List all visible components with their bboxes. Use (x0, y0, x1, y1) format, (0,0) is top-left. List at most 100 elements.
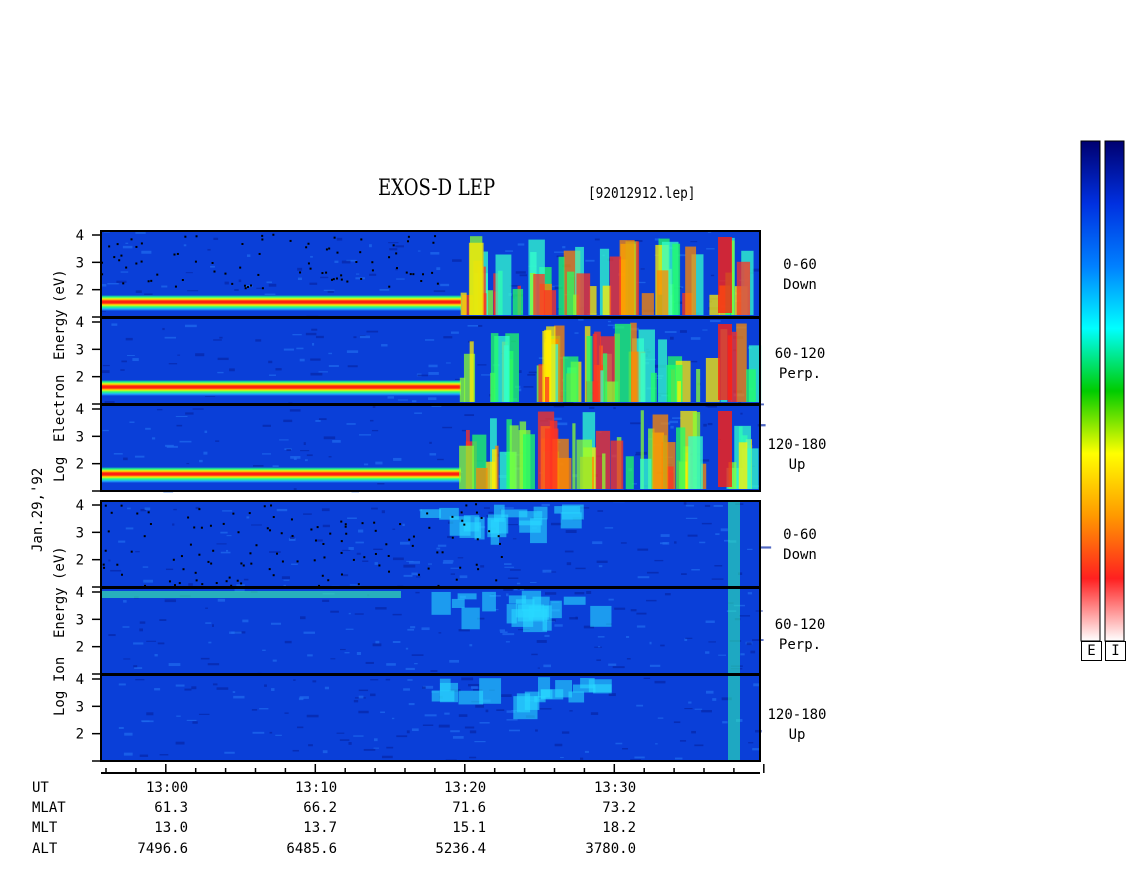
noise-pixel (713, 504, 723, 507)
noise-pixel (578, 318, 584, 321)
noise-pixel (457, 557, 464, 559)
dropout-pixel (480, 516, 483, 519)
y-tick-label: 2 (76, 727, 84, 743)
noise-pixel (569, 617, 579, 620)
dropout-pixel (272, 233, 275, 236)
noise-pixel (447, 535, 452, 539)
burst-streak (459, 445, 474, 489)
noise-pixel (270, 622, 282, 625)
alt-value: 3780.0 (585, 841, 636, 857)
noise-pixel (411, 400, 417, 403)
noise-pixel (583, 625, 595, 629)
dropout-pixel (101, 273, 104, 276)
burst-streak (614, 323, 632, 402)
burst-streak (576, 273, 591, 315)
noise-pixel (464, 726, 475, 729)
noise-pixel (300, 616, 306, 620)
ion-patch (528, 605, 549, 620)
noise-pixel (232, 691, 236, 693)
noise-pixel (554, 743, 563, 747)
noise-pixel (422, 724, 434, 726)
noise-pixel (721, 697, 732, 701)
noise-pixel (438, 632, 442, 634)
dropout-pixel (101, 261, 104, 264)
panel-direction: Down (783, 277, 817, 293)
ion-patch (439, 507, 459, 520)
spectrogram-panel (101, 588, 760, 674)
noise-pixel (102, 284, 107, 287)
noise-pixel (217, 357, 229, 361)
noise-pixel (411, 572, 418, 576)
dropout-pixel (272, 516, 275, 519)
dropout-pixel (498, 542, 501, 545)
noise-pixel (759, 546, 772, 549)
noise-pixel (580, 757, 584, 760)
noise-pixel (563, 402, 574, 404)
noise-pixel (694, 744, 704, 747)
noise-pixel (363, 748, 376, 751)
burst-streak (718, 324, 732, 400)
noise-pixel (518, 370, 522, 373)
noise-pixel (125, 527, 134, 530)
noise-pixel (192, 408, 204, 410)
noise-pixel (707, 405, 717, 408)
noise-pixel (300, 450, 310, 452)
noise-pixel (191, 686, 197, 690)
noise-pixel (175, 684, 185, 687)
noise-pixel (450, 730, 460, 733)
burst-streak (609, 256, 622, 315)
noise-pixel (369, 273, 377, 276)
noise-pixel (168, 363, 178, 365)
burst-streak (558, 256, 565, 315)
noise-pixel (251, 524, 262, 526)
noise-pixel (154, 688, 161, 691)
dropout-pixel (263, 505, 266, 508)
noise-pixel (477, 364, 487, 366)
dropout-pixel (116, 243, 119, 246)
noise-pixel (592, 541, 603, 545)
ion-patch (101, 591, 401, 598)
noise-pixel (292, 749, 299, 752)
dropout-pixel (455, 578, 458, 581)
panel-label-ion-perp: 60-120 Perp. (765, 615, 835, 655)
dropout-pixel (243, 284, 246, 287)
dropout-pixel (426, 512, 429, 515)
noise-pixel (309, 282, 318, 285)
noise-pixel (299, 696, 309, 699)
dropout-pixel (314, 539, 317, 542)
dropout-pixel (412, 535, 415, 538)
noise-pixel (566, 562, 572, 566)
noise-pixel (251, 709, 258, 711)
dropout-pixel (395, 267, 398, 270)
noise-pixel (415, 591, 420, 594)
noise-pixel (674, 757, 683, 760)
noise-pixel (370, 693, 376, 697)
noise-pixel (216, 543, 227, 545)
noise-pixel (585, 259, 595, 262)
dropout-pixel (247, 285, 250, 288)
noise-pixel (104, 401, 115, 404)
noise-pixel (142, 720, 154, 723)
burst-streak (676, 427, 686, 489)
dropout-pixel (422, 273, 425, 276)
panel-range: 60-120 (774, 346, 826, 362)
dropout-pixel (373, 521, 376, 524)
y-tick-label: 4 (76, 315, 84, 331)
alt-value: 6485.6 (286, 841, 337, 857)
burst-streak (685, 246, 697, 315)
dropout-pixel (328, 247, 331, 250)
burst-streak (549, 420, 558, 489)
noise-pixel (705, 651, 710, 654)
noise-pixel (246, 516, 250, 519)
dropout-pixel (437, 584, 440, 587)
noise-pixel (613, 407, 616, 410)
noise-pixel (139, 621, 146, 624)
noise-pixel (168, 663, 181, 667)
noise-pixel (488, 511, 494, 514)
dropout-pixel (143, 535, 146, 538)
noise-pixel (676, 254, 686, 257)
noise-pixel (372, 643, 382, 647)
noise-pixel (165, 444, 174, 447)
colorbar-ion (1104, 140, 1125, 642)
noise-pixel (669, 420, 679, 424)
